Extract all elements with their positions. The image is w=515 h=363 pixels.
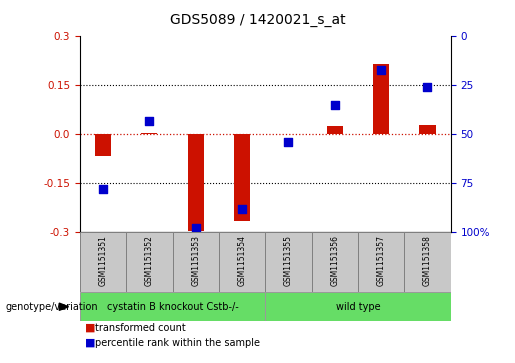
Point — [192, 225, 200, 231]
Text: GSM1151354: GSM1151354 — [237, 235, 247, 286]
Point — [377, 67, 385, 73]
Bar — [404, 232, 451, 292]
Text: percentile rank within the sample: percentile rank within the sample — [95, 338, 260, 348]
Bar — [173, 232, 219, 292]
Point — [284, 139, 293, 145]
Text: ■: ■ — [85, 338, 95, 348]
Bar — [126, 232, 173, 292]
Bar — [265, 292, 451, 321]
Text: GSM1151352: GSM1151352 — [145, 235, 154, 286]
Text: cystatin B knockout Cstb-/-: cystatin B knockout Cstb-/- — [107, 302, 238, 312]
Text: genotype/variation: genotype/variation — [5, 302, 98, 312]
Point — [238, 206, 246, 212]
Text: GSM1151355: GSM1151355 — [284, 235, 293, 286]
Point — [423, 84, 432, 90]
Text: GSM1151356: GSM1151356 — [330, 235, 339, 286]
Text: transformed count: transformed count — [95, 323, 186, 333]
Polygon shape — [59, 303, 68, 310]
Bar — [265, 232, 312, 292]
Bar — [95, 134, 111, 155]
Bar — [234, 134, 250, 221]
Point — [145, 118, 153, 123]
Bar — [312, 232, 358, 292]
Text: GSM1151353: GSM1151353 — [191, 235, 200, 286]
Bar — [373, 64, 389, 134]
Text: ■: ■ — [85, 323, 95, 333]
Bar — [187, 134, 204, 231]
Bar — [327, 126, 343, 134]
Text: wild type: wild type — [336, 302, 380, 312]
Text: GDS5089 / 1420021_s_at: GDS5089 / 1420021_s_at — [169, 13, 346, 27]
Point — [331, 102, 339, 108]
Bar — [219, 232, 265, 292]
Text: GSM1151358: GSM1151358 — [423, 235, 432, 286]
Bar — [141, 133, 158, 134]
Point — [99, 186, 107, 192]
Bar — [80, 232, 126, 292]
Text: GSM1151351: GSM1151351 — [98, 235, 108, 286]
Bar — [358, 232, 404, 292]
Bar — [419, 125, 436, 134]
Text: GSM1151357: GSM1151357 — [376, 235, 386, 286]
Bar — [80, 292, 265, 321]
